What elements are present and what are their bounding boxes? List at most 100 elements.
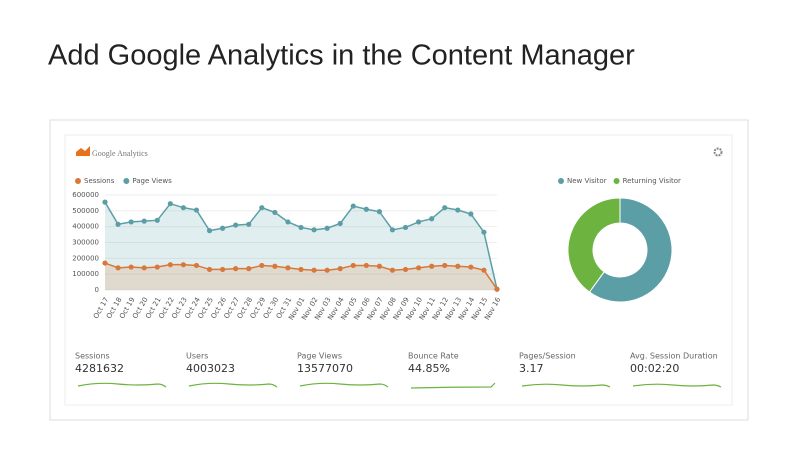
metric-label: Page Views bbox=[297, 352, 342, 361]
data-point bbox=[180, 205, 186, 211]
data-point bbox=[298, 266, 304, 273]
data-point bbox=[363, 206, 369, 212]
data-point bbox=[337, 266, 343, 272]
logo-icon bbox=[76, 146, 90, 156]
data-point bbox=[298, 224, 304, 231]
metric-value: 3.17 bbox=[519, 362, 544, 375]
data-point bbox=[376, 263, 382, 269]
data-point bbox=[154, 217, 160, 223]
data-point bbox=[481, 229, 487, 235]
data-point bbox=[233, 266, 239, 272]
metric-label: Users bbox=[186, 352, 208, 361]
sparkline bbox=[410, 382, 496, 389]
legend-marker bbox=[558, 178, 564, 184]
metric-value: 44.85% bbox=[408, 362, 450, 375]
data-point bbox=[350, 203, 356, 209]
y-tick-label: 600000 bbox=[72, 191, 99, 199]
data-point bbox=[220, 225, 226, 231]
data-point bbox=[311, 267, 317, 273]
metric-label: Avg. Session Duration bbox=[630, 352, 718, 361]
data-point bbox=[468, 211, 474, 217]
data-point bbox=[246, 221, 252, 227]
data-point bbox=[246, 266, 252, 272]
data-point bbox=[389, 267, 396, 273]
data-point bbox=[376, 209, 382, 215]
data-point bbox=[494, 286, 500, 292]
data-point bbox=[259, 262, 265, 269]
data-point bbox=[285, 265, 291, 271]
data-point bbox=[259, 205, 265, 211]
settings-gear[interactable] bbox=[713, 147, 723, 157]
sparkline bbox=[632, 383, 722, 388]
data-point bbox=[167, 262, 173, 268]
data-point bbox=[324, 267, 330, 273]
page-title: Add Google Analytics in the Content Mana… bbox=[48, 40, 635, 72]
data-point bbox=[285, 219, 291, 225]
data-point bbox=[324, 225, 330, 231]
data-point bbox=[442, 262, 448, 269]
y-tick-label: 0 bbox=[95, 286, 99, 294]
metric-label: Bounce Rate bbox=[408, 352, 459, 361]
legend-marker bbox=[75, 178, 81, 184]
data-point bbox=[416, 219, 422, 225]
data-point bbox=[389, 227, 396, 233]
y-tick-label: 500000 bbox=[72, 207, 99, 215]
legend-label: Page Views bbox=[132, 177, 172, 185]
legend-label: Sessions bbox=[84, 177, 115, 185]
data-point bbox=[337, 220, 343, 227]
metric-value: 00:02:20 bbox=[630, 362, 679, 375]
data-point bbox=[350, 262, 356, 269]
data-point bbox=[193, 262, 200, 269]
data-point bbox=[442, 205, 448, 211]
data-point bbox=[363, 262, 369, 269]
data-point bbox=[402, 266, 409, 273]
data-point bbox=[128, 264, 134, 270]
y-tick-label: 100000 bbox=[72, 270, 99, 278]
data-point bbox=[206, 228, 213, 234]
data-point bbox=[128, 219, 134, 225]
data-point bbox=[167, 201, 173, 207]
logo-text: Google Analytics bbox=[92, 149, 148, 158]
data-point bbox=[429, 263, 435, 269]
data-point bbox=[102, 260, 108, 266]
data-point bbox=[102, 199, 108, 205]
data-point bbox=[455, 263, 461, 269]
y-tick-label: 200000 bbox=[72, 254, 99, 262]
data-point bbox=[193, 207, 200, 213]
data-point bbox=[311, 227, 317, 233]
legend-label: Returning Visitor bbox=[623, 177, 681, 185]
data-point bbox=[115, 265, 121, 271]
metric-value: 13577070 bbox=[297, 362, 353, 375]
data-point bbox=[206, 266, 213, 273]
data-point bbox=[481, 267, 487, 273]
sparkline bbox=[188, 382, 278, 388]
data-point bbox=[220, 266, 226, 273]
sparklines bbox=[77, 382, 722, 389]
data-point bbox=[141, 218, 147, 224]
legend-marker bbox=[123, 178, 130, 184]
data-point bbox=[429, 216, 435, 222]
sparkline bbox=[521, 383, 611, 388]
data-point bbox=[141, 265, 147, 271]
data-point bbox=[272, 263, 278, 269]
metric-label: Pages/Session bbox=[519, 352, 576, 361]
sparkline bbox=[77, 382, 167, 388]
data-point bbox=[154, 264, 160, 270]
metric-value: 4281632 bbox=[75, 362, 124, 375]
data-point bbox=[416, 265, 422, 271]
data-point bbox=[455, 207, 461, 213]
data-point bbox=[468, 264, 474, 270]
y-tick-label: 300000 bbox=[72, 239, 99, 247]
data-point bbox=[233, 222, 239, 228]
legend-label: New Visitor bbox=[567, 177, 607, 185]
legend-marker bbox=[613, 178, 620, 184]
data-point bbox=[402, 224, 409, 231]
data-point bbox=[115, 221, 121, 227]
metric-label: Sessions bbox=[75, 352, 110, 361]
data-point bbox=[180, 262, 186, 268]
pie-slice bbox=[567, 197, 621, 293]
data-point bbox=[272, 209, 278, 216]
y-tick-label: 400000 bbox=[72, 223, 99, 231]
